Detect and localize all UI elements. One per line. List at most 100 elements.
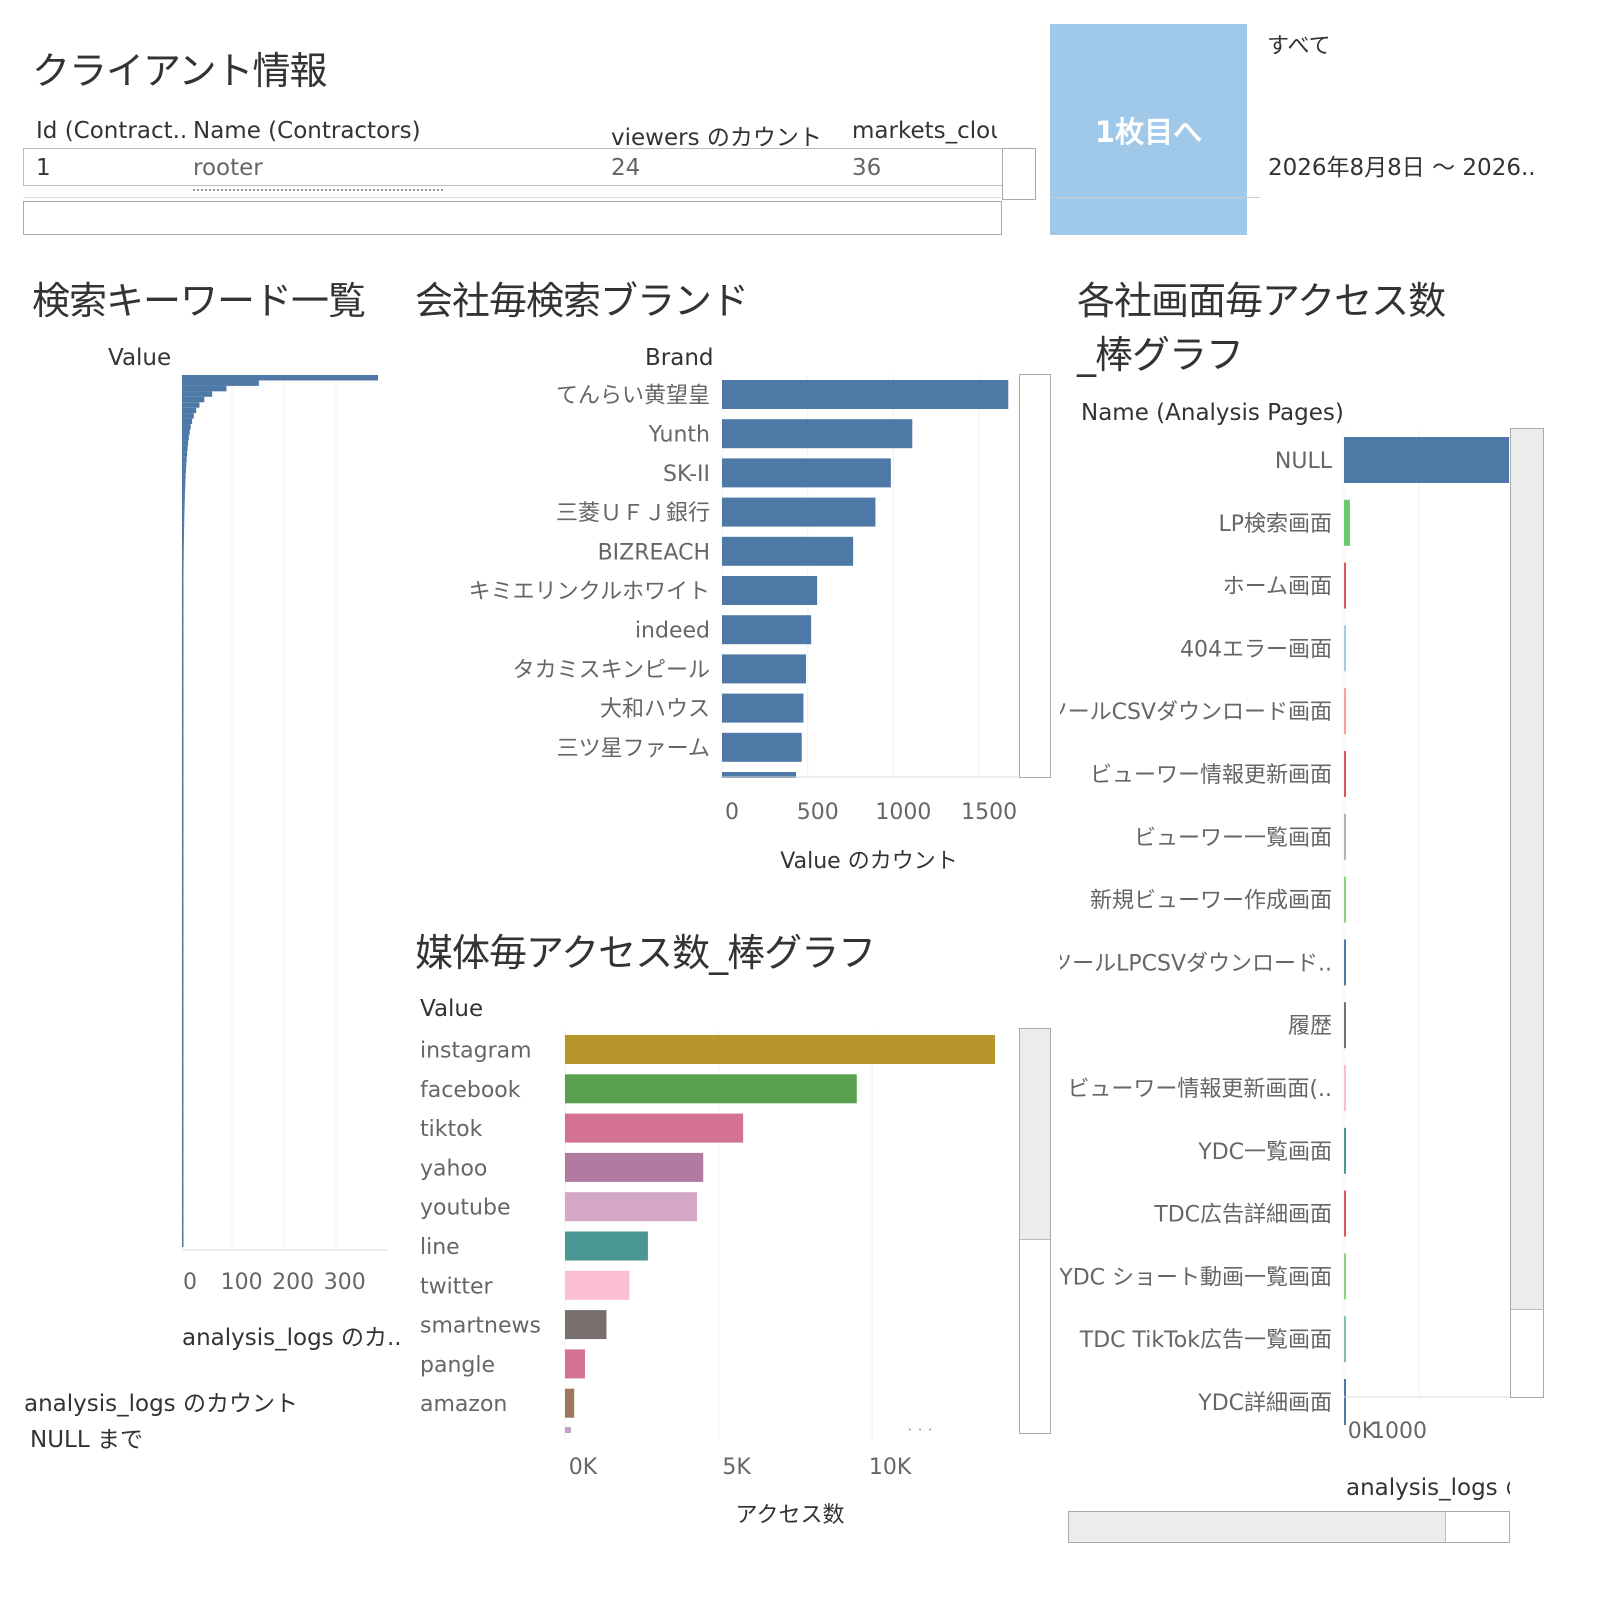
keyword-bar	[182, 974, 184, 980]
brand-scrollbar[interactable]	[1019, 374, 1051, 778]
keyword-bar	[182, 440, 189, 446]
filter-all-label[interactable]: すべて	[1267, 34, 1331, 59]
date-range-filter[interactable]: 2026年8月8日 ～ 2026..	[1268, 155, 1536, 181]
keyword-bar	[182, 1219, 184, 1226]
keyword-bar	[182, 745, 184, 752]
pages-vertical-scrollbar[interactable]	[1510, 428, 1544, 1398]
pages-label: YDC ショート動画一覧画面	[1060, 1265, 1332, 1290]
media-label: facebook	[420, 1078, 521, 1103]
keyword-bar	[182, 767, 184, 773]
keyword-bar	[182, 1159, 184, 1166]
header-markets[interactable]: markets_clou	[852, 118, 997, 144]
keyword-bar	[182, 538, 184, 544]
keyword-bar	[182, 647, 184, 653]
header-id[interactable]: Id (Contract..	[36, 118, 188, 144]
keyword-bar	[182, 1214, 184, 1220]
keyword-bar	[182, 1012, 184, 1019]
keyword-bar	[182, 1105, 184, 1111]
keyword-bar	[182, 1121, 184, 1128]
go-to-first-sheet-button[interactable]: 1枚目へ	[1050, 24, 1247, 235]
pages-vertical-scrollbar-thumb[interactable]	[1511, 429, 1543, 1310]
brand-axis-title: Value のカウント	[780, 849, 957, 874]
keyword-bar	[182, 587, 184, 593]
keyword-bar	[182, 674, 184, 681]
media-scrollbar-thumb[interactable]	[1020, 1029, 1050, 1240]
brand-bar	[722, 458, 891, 488]
keyword-bar	[182, 1241, 184, 1247]
keyword-bar	[182, 941, 184, 948]
pages-label: ビューワー情報更新画面	[1090, 763, 1332, 788]
brand-label: 大和ハウス	[600, 697, 710, 722]
table-row-partial	[23, 187, 1001, 198]
legend-title: analysis_logs のカウント	[24, 1391, 298, 1417]
brand-label: indeed	[635, 619, 710, 644]
keyword-bar	[182, 963, 184, 970]
brand-partial-bar	[722, 772, 796, 778]
keyword-bar	[182, 860, 184, 866]
keyword-bar	[182, 494, 185, 501]
keyword-bar	[182, 1023, 184, 1029]
brand-tick: 1000	[875, 800, 931, 825]
keyword-bar	[182, 920, 184, 926]
keyword-bar	[182, 892, 184, 899]
keyword-bar	[182, 685, 184, 692]
keyword-bar	[182, 821, 184, 828]
keyword-bar	[182, 533, 184, 539]
keyword-bar	[182, 876, 184, 882]
table-horizontal-scrollbar[interactable]	[23, 201, 1002, 235]
keyword-bar	[182, 511, 185, 517]
keyword-bar	[182, 925, 184, 931]
pages-bar	[1344, 1253, 1346, 1300]
media-scrollbar[interactable]	[1019, 1028, 1051, 1434]
keyword-bar	[182, 576, 184, 583]
keyword-bar	[182, 723, 184, 730]
keyword-bar	[182, 1148, 184, 1155]
keyword-bar	[182, 1088, 184, 1095]
media-column-header: Value	[420, 996, 484, 1022]
media-label: youtube	[420, 1196, 511, 1221]
keyword-bar	[182, 832, 184, 839]
pages-horizontal-scrollbar[interactable]	[1068, 1511, 1510, 1543]
table-vertical-scrollbar[interactable]	[1002, 148, 1036, 200]
media-chart: instagram facebook tiktok yahoo youtube line t…	[420, 1030, 995, 1528]
brand-label: SK-II	[663, 462, 710, 487]
table-row[interactable]: 1 rooter 24 36	[23, 148, 1005, 186]
go-to-first-sheet-label: 1枚目へ	[1094, 114, 1203, 149]
pages-label: ビューワー一覧画面	[1134, 826, 1332, 851]
media-tick: 10K	[869, 1455, 912, 1480]
keyword-bar	[182, 1083, 184, 1089]
keyword-bar	[182, 375, 378, 381]
header-name[interactable]: Name (Contractors)	[193, 118, 421, 144]
keyword-tick: 100	[221, 1270, 263, 1295]
header-viewers-count[interactable]: viewers のカウント	[611, 125, 822, 151]
keyword-bar	[182, 903, 184, 910]
media-bar	[565, 1074, 857, 1104]
keywords-axis-title: analysis_logs のカ..	[182, 1325, 402, 1351]
pages-title-line1: 各社画面毎アクセス数	[1077, 279, 1446, 323]
pages-tick: 0K	[1348, 1419, 1377, 1444]
keyword-bar	[182, 1007, 184, 1013]
media-tick: 0K	[569, 1455, 598, 1480]
keyword-bar	[182, 603, 184, 610]
brand-labels: てんらい黄望皇 Yunth SK-II 三菱ＵＦＪ銀行 BIZREACH キミエリンクルホ…	[469, 384, 710, 762]
client-info-title: クライアント情報	[32, 49, 327, 93]
pages-label: ツールCSVダウンロード画面	[1060, 700, 1332, 725]
keyword-bar	[182, 1099, 184, 1106]
keyword-bar	[182, 391, 213, 397]
keyword-bar	[182, 1116, 184, 1122]
keyword-bar	[182, 434, 189, 441]
media-bar	[565, 1113, 744, 1143]
pages-horizontal-scrollbar-thumb[interactable]	[1069, 1512, 1446, 1542]
brand-tick: 1500	[961, 800, 1017, 825]
keyword-bar	[182, 827, 184, 833]
brand-bar	[722, 497, 876, 527]
pages-bar	[1344, 1065, 1346, 1111]
keyword-bar	[182, 1094, 184, 1100]
keyword-bar	[182, 609, 184, 615]
keyword-bar	[182, 996, 184, 1002]
keyword-bar	[182, 522, 185, 528]
keyword-bar	[182, 952, 184, 959]
keyword-bar	[182, 870, 184, 877]
pages-bar	[1344, 1127, 1346, 1174]
